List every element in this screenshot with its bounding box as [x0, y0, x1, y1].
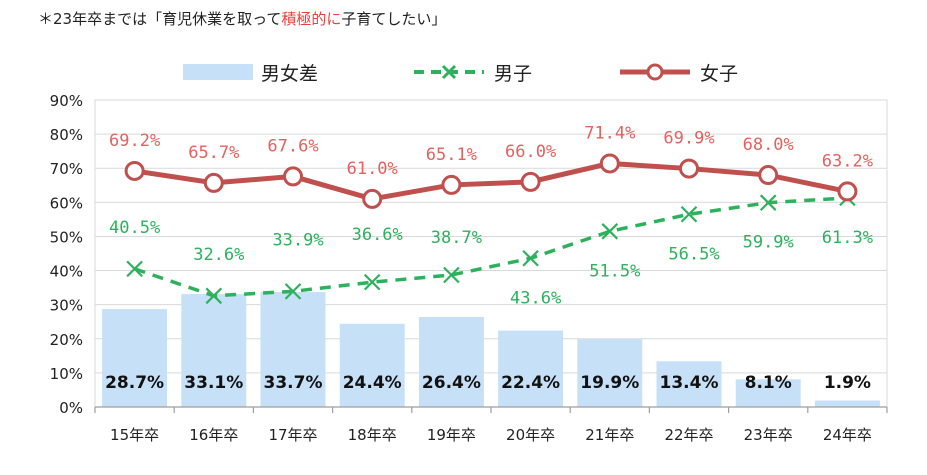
legend-gap-label: 男女差 — [261, 62, 319, 85]
x-tick-label: 15年卒 — [110, 426, 159, 444]
bar-gap-label: 22.4% — [501, 373, 560, 393]
x-tick-label: 22年卒 — [664, 426, 713, 444]
female-data-label: 71.4% — [584, 123, 635, 143]
bar-gap-label: 24.4% — [343, 373, 402, 393]
male-point — [680, 205, 698, 223]
male-point — [363, 273, 381, 291]
male-data-label: 38.7% — [431, 228, 482, 248]
x-tick-label: 17年卒 — [268, 426, 317, 444]
female-point — [124, 160, 145, 181]
bar-gap-label: 26.4% — [422, 373, 481, 393]
male-point — [522, 249, 539, 267]
female-data-label: 68.0% — [743, 135, 794, 155]
female-point — [441, 174, 462, 195]
note-prefix: ＊23年卒までは「育児休業を取って — [38, 10, 282, 28]
chart-note: ＊23年卒までは「育児休業を取って積極的に子育てしたい」 — [38, 8, 446, 29]
male-point — [759, 194, 777, 211]
legend-gap-swatch — [183, 64, 253, 80]
x-tick-label: 19年卒 — [427, 426, 476, 444]
male-data-label: 56.5% — [668, 244, 719, 264]
female-data-label: 63.2% — [822, 151, 873, 171]
bar-gap-label: 19.9% — [580, 373, 639, 393]
bar-gap — [814, 400, 880, 407]
female-point — [758, 165, 779, 186]
male-data-label: 40.5% — [109, 218, 160, 238]
female-data-label: 66.0% — [505, 142, 556, 162]
male-point — [284, 283, 302, 300]
x-tick-label: 16年卒 — [189, 426, 238, 444]
bar-gap-label: 8.1% — [745, 373, 792, 393]
note-highlight: 積極的に — [281, 10, 342, 28]
y-tick-label: 90% — [50, 92, 83, 110]
female-point — [283, 166, 303, 187]
bar-gap — [418, 316, 484, 407]
x-tick-label: 20年卒 — [506, 426, 555, 444]
y-tick-label: 30% — [50, 297, 83, 315]
male-point — [601, 223, 619, 240]
y-tick-label: 20% — [50, 331, 83, 349]
bar-gap-label: 1.9% — [824, 373, 871, 393]
legend-gap: 男女差 — [183, 58, 318, 86]
y-tick-label: 70% — [50, 160, 83, 178]
male-data-label: 61.3% — [822, 228, 873, 248]
bar-gap — [181, 294, 247, 407]
female-data-label: 61.0% — [347, 159, 398, 179]
y-tick-label: 10% — [50, 365, 83, 383]
note-suffix: 子育てしたい」 — [341, 10, 447, 28]
legend-male: 男子 — [412, 58, 532, 86]
y-tick-label: 50% — [50, 228, 83, 246]
bar-gap — [102, 309, 168, 407]
female-point — [837, 181, 858, 202]
bar-gap — [260, 292, 326, 407]
female-point — [362, 188, 383, 209]
male-data-label: 59.9% — [743, 233, 794, 253]
x-tick-label: 18年卒 — [348, 426, 397, 444]
female-data-label: 65.7% — [188, 143, 239, 163]
male-data-label: 33.9% — [272, 230, 323, 250]
female-data-label: 65.1% — [426, 145, 477, 165]
bar-gap-label: 33.7% — [264, 373, 323, 393]
male-data-label: 32.6% — [193, 245, 244, 265]
y-tick-label: 0% — [59, 399, 83, 417]
y-tick-label: 60% — [50, 194, 83, 212]
male-point — [443, 266, 460, 284]
legend-male-label: 男子 — [494, 62, 533, 85]
bar-gap — [498, 330, 564, 407]
female-point — [599, 153, 620, 174]
female-data-label: 69.9% — [663, 129, 714, 149]
female-point — [520, 171, 541, 192]
male-data-label: 51.5% — [589, 261, 640, 281]
male-point — [205, 287, 223, 305]
male-point — [126, 260, 143, 278]
male-data-label: 43.6% — [510, 288, 561, 308]
x-tick-label: 23年卒 — [744, 426, 793, 444]
female-data-label: 69.2% — [109, 131, 160, 151]
male-series-line — [134, 196, 848, 298]
x-tick-label: 21年卒 — [585, 426, 634, 444]
legend-female-label: 女子 — [700, 62, 739, 85]
bar-gap — [577, 339, 643, 407]
bar-gap — [339, 323, 405, 407]
x-tick-label: 24年卒 — [823, 426, 872, 444]
bar-gap-label: 33.1% — [184, 373, 243, 393]
female-series-line — [134, 160, 848, 202]
bar-gap-label: 13.4% — [660, 373, 719, 393]
legend-female: 女子 — [618, 58, 738, 86]
bar-gap — [735, 379, 801, 407]
female-point — [203, 172, 224, 193]
y-tick-label: 80% — [50, 126, 83, 144]
bar-gap-label: 28.7% — [105, 373, 164, 393]
female-point — [679, 158, 699, 179]
male-data-label: 36.6% — [352, 225, 403, 245]
legend-female-swatch — [620, 63, 690, 81]
female-data-label: 67.6% — [267, 136, 318, 156]
y-tick-label: 40% — [50, 263, 83, 281]
bar-gap — [656, 361, 722, 407]
legend-male-swatch — [414, 64, 484, 80]
